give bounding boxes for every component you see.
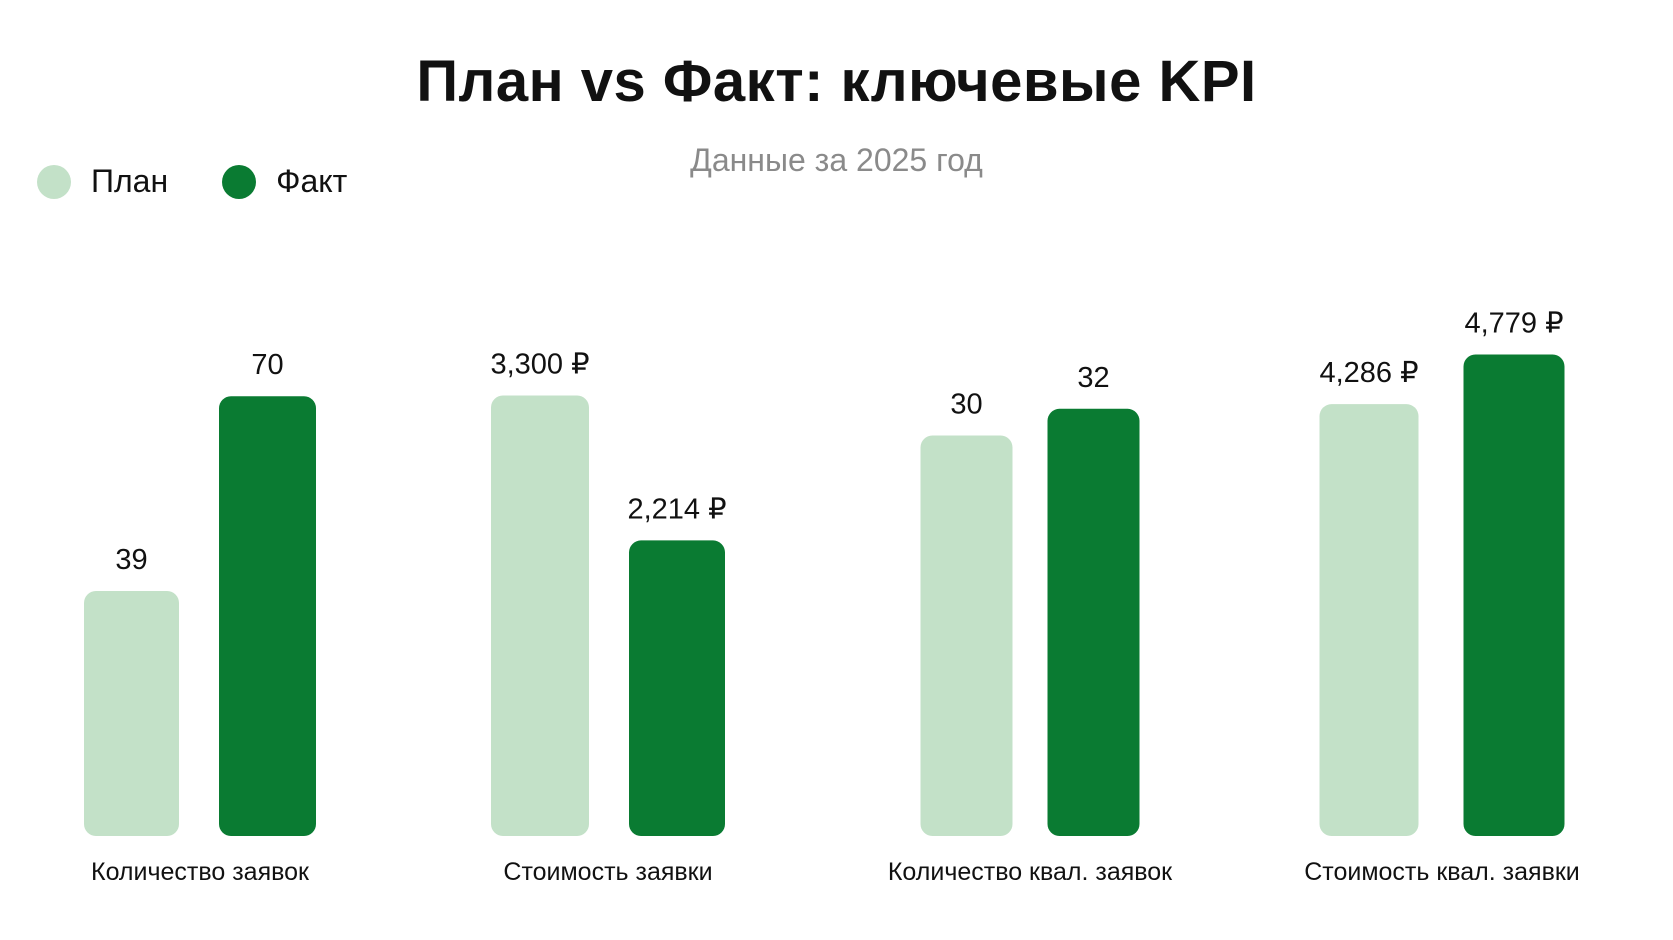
legend-label-plan: План [91,163,169,199]
legend-item-plan: План [37,163,168,200]
legend-swatch-fact [222,164,257,199]
data-label-fact-2: 32 [1077,362,1109,394]
category-label-3: Стоимость квал. заявки [1304,858,1580,886]
bar-fact-3 [1463,354,1565,836]
legend-item-fact: Факт [222,163,347,200]
bar-plan-0 [84,590,179,836]
chart-title: План vs Факт: ключевые KPI [416,49,1257,114]
data-label-plan-2: 30 [950,389,982,421]
legend-label-fact: Факт [276,163,348,199]
bar-fact-1 [629,540,725,836]
bar-fact-2 [1047,408,1140,836]
category-label-0: Количество заявок [91,858,310,886]
data-label-fact-0: 70 [251,349,283,381]
category-label-1: Стоимость заявки [503,858,712,886]
data-label-plan-1: 3,300 ₽ [490,348,589,380]
bar-plan-1 [491,395,589,836]
bar-plan-2 [920,435,1013,836]
data-label-fact-3: 4,779 ₽ [1464,307,1563,339]
data-label-plan-3: 4,286 ₽ [1319,357,1418,389]
legend: План Факт [37,163,401,200]
bar-fact-0 [219,396,316,836]
data-label-fact-1: 2,214 ₽ [627,493,726,525]
bar-plan-3 [1319,404,1419,836]
data-label-plan-0: 39 [115,544,147,576]
chart-subtitle: Данные за 2025 год [690,142,983,178]
category-label-2: Количество квал. заявок [888,858,1173,886]
legend-swatch-plan [37,164,71,199]
